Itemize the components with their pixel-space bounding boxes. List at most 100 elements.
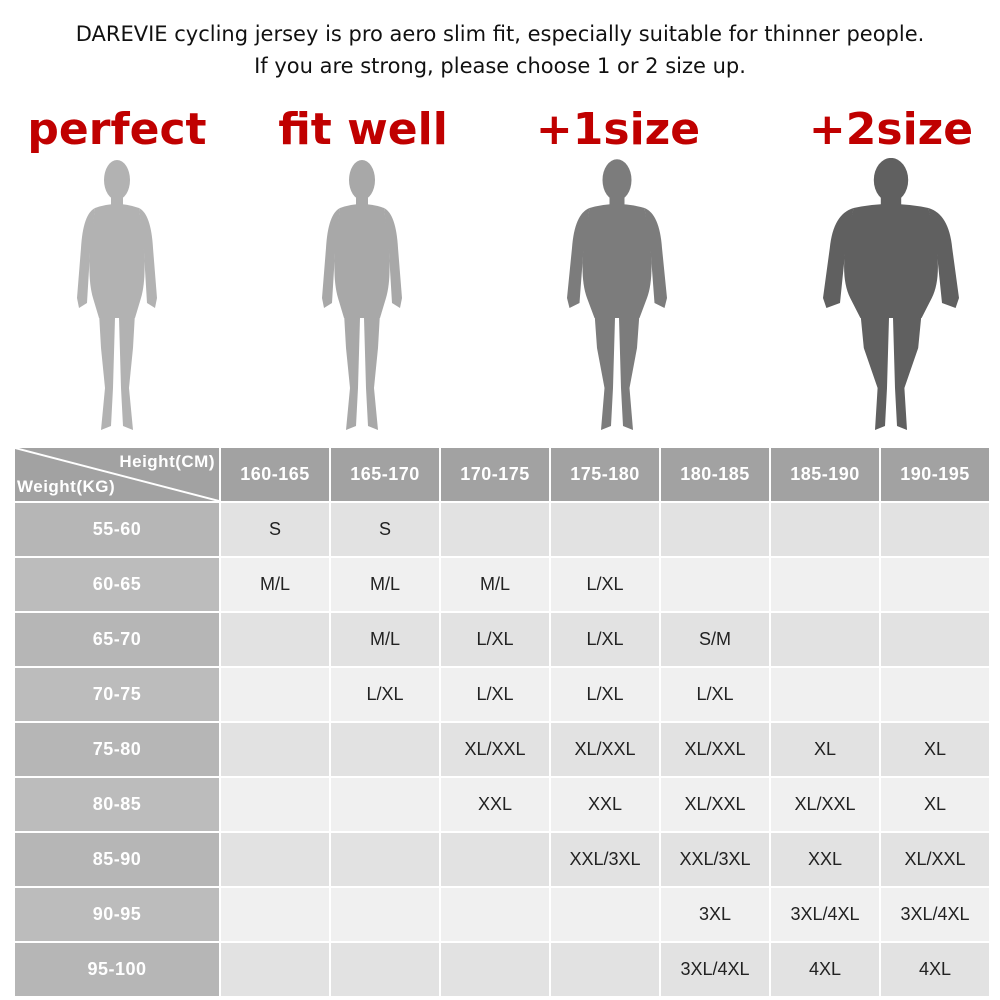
height-column-header: 160-165 — [221, 448, 329, 501]
size-cell: XL — [771, 723, 879, 776]
weight-row-header: 75-80 — [15, 723, 219, 776]
body-silhouette-icon — [322, 160, 402, 430]
body-silhouette-icon — [567, 159, 667, 430]
size-cell — [221, 833, 329, 886]
size-cell: XL/XXL — [881, 833, 989, 886]
size-cell: L/XL — [551, 558, 659, 611]
height-column-header: 170-175 — [441, 448, 549, 501]
fit-label-perfect: perfect — [27, 104, 207, 155]
fit-label-fit-well: fit well — [278, 104, 448, 155]
size-cell: L/XL — [331, 668, 439, 721]
size-cell: XXL/3XL — [551, 833, 659, 886]
size-cell — [551, 943, 659, 996]
size-cell: XL/XXL — [551, 723, 659, 776]
size-cell: XL/XXL — [441, 723, 549, 776]
size-cell — [221, 943, 329, 996]
size-cell — [551, 503, 659, 556]
size-cell — [881, 503, 989, 556]
weight-row-header: 90-95 — [15, 888, 219, 941]
height-axis-label: Height(CM) — [119, 452, 215, 471]
weight-row-header: 65-70 — [15, 613, 219, 666]
size-cell: 3XL/4XL — [661, 943, 769, 996]
size-cell: M/L — [441, 558, 549, 611]
size-cell: S — [221, 503, 329, 556]
size-cell — [661, 503, 769, 556]
table-row: 60-65 M/L M/L M/L L/XL — [15, 558, 989, 611]
size-cell — [441, 888, 549, 941]
size-cell — [331, 778, 439, 831]
size-cell — [771, 613, 879, 666]
size-cell: XL/XXL — [771, 778, 879, 831]
intro-line-1: DAREVIE cycling jersey is pro aero slim … — [75, 22, 925, 46]
size-cell — [881, 558, 989, 611]
weight-row-header: 95-100 — [15, 943, 219, 996]
weight-row-header: 85-90 — [15, 833, 219, 886]
size-cell: S — [331, 503, 439, 556]
size-cell — [221, 613, 329, 666]
size-cell — [771, 668, 879, 721]
size-cell — [331, 833, 439, 886]
size-cell: 4XL — [771, 943, 879, 996]
table-row: 95-100 3XL/4XL 4XL 4XL — [15, 943, 989, 996]
height-column-header: 185-190 — [771, 448, 879, 501]
size-cell: XXL — [441, 778, 549, 831]
size-cell: L/XL — [551, 668, 659, 721]
size-cell — [441, 503, 549, 556]
height-column-header: 175-180 — [551, 448, 659, 501]
fit-label-plus-1-size: +1size — [535, 104, 701, 155]
size-cell: XL/XXL — [661, 723, 769, 776]
size-cell: XL — [881, 778, 989, 831]
size-cell: M/L — [331, 613, 439, 666]
fit-label-plus-2-size: +2size — [808, 104, 974, 155]
size-cell — [551, 888, 659, 941]
size-cell: XXL — [551, 778, 659, 831]
size-cell — [221, 723, 329, 776]
height-column-header: 180-185 — [661, 448, 769, 501]
size-cell: L/XL — [441, 613, 549, 666]
size-cell — [881, 668, 989, 721]
size-cell — [221, 888, 329, 941]
size-cell: 3XL — [661, 888, 769, 941]
size-cell — [661, 558, 769, 611]
weight-row-header: 60-65 — [15, 558, 219, 611]
size-cell: M/L — [221, 558, 329, 611]
weight-row-header: 80-85 — [15, 778, 219, 831]
size-cell — [771, 503, 879, 556]
table-row: 80-85 XXL XXL XL/XXL XL/XXL XL — [15, 778, 989, 831]
size-cell — [441, 833, 549, 886]
table-row: 65-70 M/L L/XL L/XL S/M — [15, 613, 989, 666]
body-silhouette-icon — [77, 160, 157, 430]
size-cell: XL — [881, 723, 989, 776]
size-cell — [221, 668, 329, 721]
table-row: 85-90 XXL/3XL XXL/3XL XXL XL/XXL — [15, 833, 989, 886]
size-cell — [331, 888, 439, 941]
table-row: 70-75 L/XL L/XL L/XL L/XL — [15, 668, 989, 721]
size-cell — [221, 778, 329, 831]
size-cell — [881, 613, 989, 666]
height-column-header: 190-195 — [881, 448, 989, 501]
intro-line-2: If you are strong, please choose 1 or 2 … — [254, 54, 746, 78]
weight-row-header: 55-60 — [15, 503, 219, 556]
weight-axis-label: Weight(KG) — [17, 477, 116, 496]
weight-row-header: 70-75 — [15, 668, 219, 721]
table-row: 90-95 3XL 3XL/4XL 3XL/4XL — [15, 888, 989, 941]
size-cell: XXL — [771, 833, 879, 886]
size-cell: XXL/3XL — [661, 833, 769, 886]
table-row: 55-60 S S — [15, 503, 989, 556]
size-cell — [771, 558, 879, 611]
body-silhouette-icon — [823, 158, 959, 430]
size-chart-table: Height(CM) Weight(KG) 160-165 165-170 170-… — [13, 446, 991, 998]
size-cell: L/XL — [441, 668, 549, 721]
table-row: 75-80 XL/XXL XL/XXL XL/XXL XL XL — [15, 723, 989, 776]
size-cell: 3XL/4XL — [771, 888, 879, 941]
size-cell: S/M — [661, 613, 769, 666]
size-cell: L/XL — [661, 668, 769, 721]
size-cell — [331, 943, 439, 996]
size-cell — [441, 943, 549, 996]
size-cell: 3XL/4XL — [881, 888, 989, 941]
height-column-header: 165-170 — [331, 448, 439, 501]
size-cell: M/L — [331, 558, 439, 611]
size-cell: 4XL — [881, 943, 989, 996]
intro-text: DAREVIE cycling jersey is pro aero slim … — [0, 18, 1000, 82]
table-corner-header: Height(CM) Weight(KG) — [15, 448, 219, 501]
